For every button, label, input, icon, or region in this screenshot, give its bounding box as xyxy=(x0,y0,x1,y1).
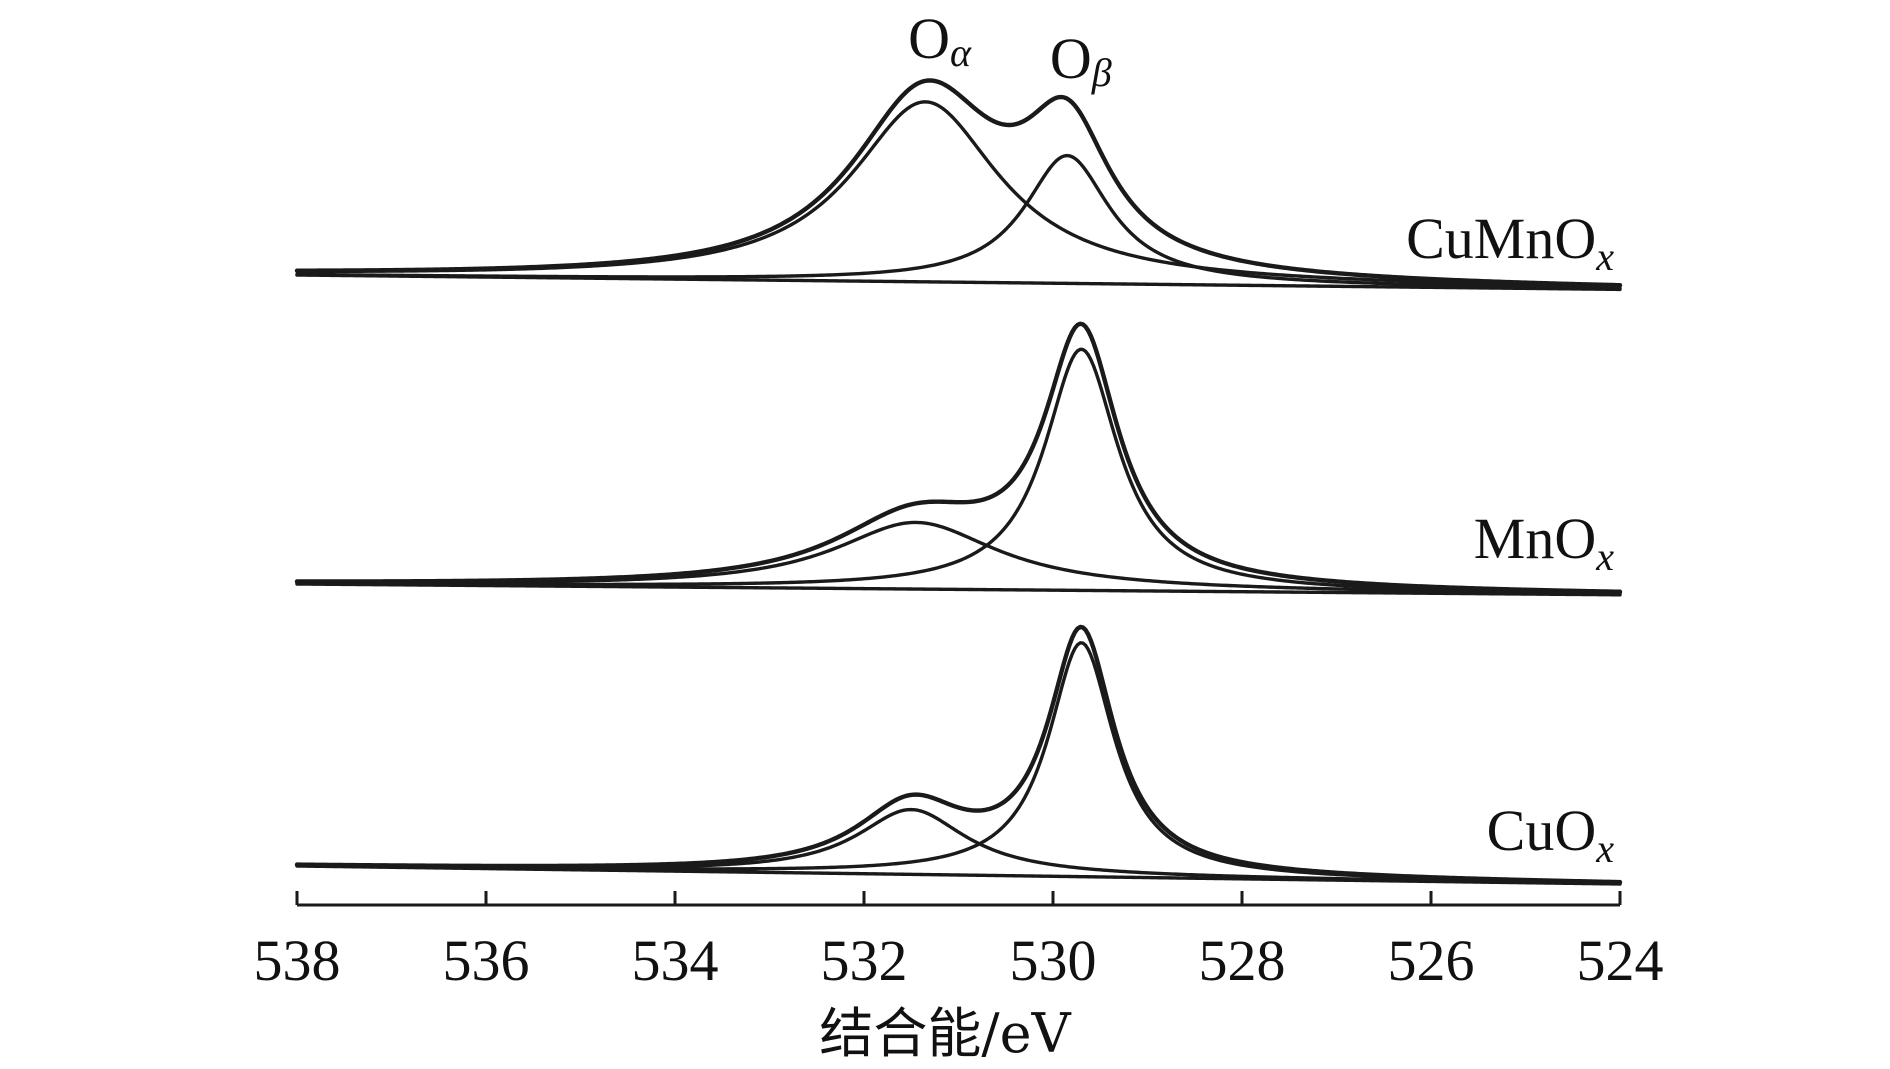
series-CuOx xyxy=(294,624,1623,886)
x-tick-label-534: 534 xyxy=(632,928,719,993)
peak-annotation-beta: Oβ xyxy=(1050,26,1112,95)
x-tick-label-532: 532 xyxy=(821,928,908,993)
x-axis: 538 536 534 532 530 528 526 524 xyxy=(254,891,1664,993)
x-tick-label-536: 536 xyxy=(443,928,530,993)
series-label-CuOx: CuOx xyxy=(1487,798,1615,871)
x-tick-label-524: 524 xyxy=(1577,928,1664,993)
component-Oβ-MnOx xyxy=(295,347,1622,595)
envelope-CuMnOx xyxy=(294,78,1623,288)
envelope-MnOx xyxy=(294,321,1623,594)
envelope-CuOx xyxy=(294,624,1623,885)
peak-annotation-alpha: Oα xyxy=(908,6,972,75)
component-Oβ-CuOx xyxy=(295,641,1622,885)
series-label-CuMnOx: CuMnOx xyxy=(1406,206,1614,279)
x-tick-label-528: 528 xyxy=(1199,928,1286,993)
series-CuMnOx xyxy=(294,78,1623,292)
x-tick-label-526: 526 xyxy=(1388,928,1475,993)
series-MnOx xyxy=(294,321,1623,597)
x-tick-label-530: 530 xyxy=(1010,928,1097,993)
component-Oβ-CuMnOx xyxy=(295,153,1622,290)
curves-layer xyxy=(294,78,1623,886)
series-labels: CuMnOx MnOx CuOx Oα Oβ xyxy=(908,6,1614,871)
series-label-MnOx: MnOx xyxy=(1474,506,1614,579)
component-Oα-CuOx xyxy=(295,807,1622,886)
x-tick-label-538: 538 xyxy=(254,928,341,993)
x-axis-title: 结合能/eV xyxy=(819,1002,1071,1065)
